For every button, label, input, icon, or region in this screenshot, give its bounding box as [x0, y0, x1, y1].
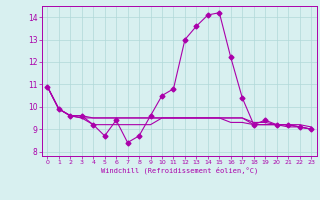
X-axis label: Windchill (Refroidissement éolien,°C): Windchill (Refroidissement éolien,°C)	[100, 167, 258, 174]
